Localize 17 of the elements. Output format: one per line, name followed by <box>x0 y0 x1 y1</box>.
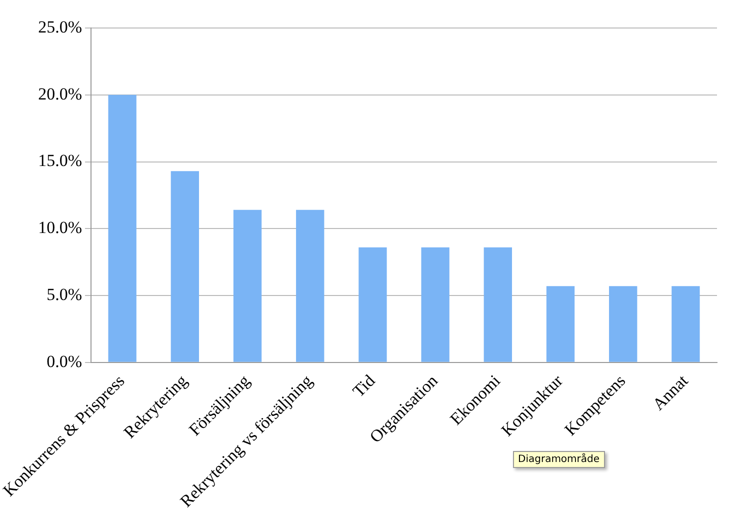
bar <box>296 210 324 362</box>
y-tick-label: 5.0% <box>46 284 82 304</box>
bar <box>421 247 450 362</box>
y-tick-label: 10.0% <box>38 218 82 238</box>
y-tick-label: 15.0% <box>38 151 82 170</box>
bar <box>672 286 700 362</box>
bar <box>546 286 575 362</box>
bar <box>609 286 638 362</box>
bar <box>233 210 262 362</box>
bar <box>170 171 200 362</box>
bar <box>358 247 387 362</box>
bar <box>484 247 512 362</box>
y-tick-label: 20.0% <box>38 84 82 104</box>
text: Diagramområde <box>513 451 605 468</box>
y-tick-label: 0.0% <box>46 352 82 371</box>
y-tick-label: 25.0% <box>38 17 82 36</box>
bar <box>108 94 136 362</box>
